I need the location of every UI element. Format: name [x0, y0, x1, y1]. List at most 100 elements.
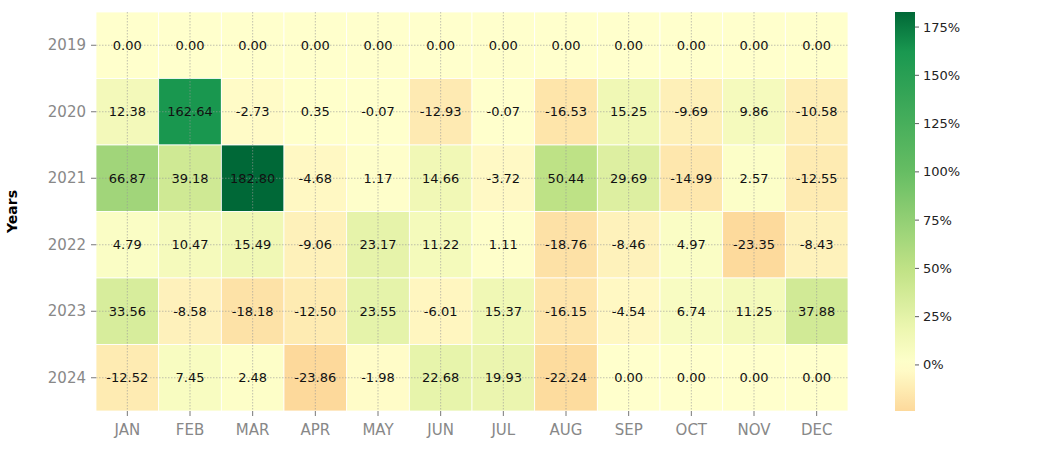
- tick: [628, 411, 629, 416]
- grid-line: [754, 12, 755, 411]
- grid-line: [96, 377, 848, 378]
- x-tick-label: FEB: [176, 421, 204, 439]
- data-label: -12.55: [796, 171, 838, 186]
- colorbar: [895, 12, 915, 411]
- data-label: -23.86: [294, 370, 336, 385]
- tick: [503, 411, 504, 416]
- data-label: 2.48: [238, 370, 267, 385]
- tick: [566, 411, 567, 416]
- data-label: 0.00: [677, 38, 706, 53]
- data-label: 7.45: [176, 370, 205, 385]
- colorbar-tick-label: 25%: [923, 309, 952, 324]
- data-label: -16.53: [545, 104, 587, 119]
- tick: [440, 411, 441, 416]
- colorbar-tick-label: 175%: [923, 20, 960, 35]
- x-tick-label: JAN: [114, 421, 141, 439]
- x-tick-label: JUN: [426, 421, 454, 439]
- data-label: 0.00: [301, 38, 330, 53]
- tick: [91, 178, 96, 179]
- grid-line: [315, 12, 316, 411]
- data-label: -23.35: [733, 237, 775, 252]
- x-tick-label: DEC: [801, 421, 833, 439]
- data-label: 0.00: [614, 38, 643, 53]
- data-label: 0.00: [802, 370, 831, 385]
- data-label: 1.17: [364, 171, 393, 186]
- tick: [91, 311, 96, 312]
- data-label: 11.25: [735, 304, 772, 319]
- x-tick-label: SEP: [615, 421, 643, 439]
- grid-line: [816, 12, 817, 411]
- y-tick-label: 2020: [48, 103, 86, 121]
- y-tick-label: 2019: [48, 36, 86, 54]
- data-label: 6.74: [677, 304, 706, 319]
- data-label: 11.22: [422, 237, 459, 252]
- data-label: -18.76: [545, 237, 587, 252]
- data-label: 162.64: [167, 104, 213, 119]
- data-label: 0.00: [238, 38, 267, 53]
- data-label: 66.87: [109, 171, 146, 186]
- x-tick-label: NOV: [737, 421, 771, 439]
- data-label: 19.93: [485, 370, 522, 385]
- data-label: -8.43: [800, 237, 834, 252]
- data-label: 0.00: [426, 38, 455, 53]
- data-label: -1.98: [361, 370, 395, 385]
- data-label: -6.01: [424, 304, 458, 319]
- colorbar-tick-label: 100%: [923, 164, 960, 179]
- data-label: 0.00: [677, 370, 706, 385]
- colorbar-tick: [915, 75, 919, 76]
- grid-line: [96, 45, 848, 46]
- data-label: -4.68: [299, 171, 333, 186]
- data-label: 15.49: [234, 237, 271, 252]
- data-label: -16.15: [545, 304, 587, 319]
- data-label: -9.69: [675, 104, 709, 119]
- data-label: 22.68: [422, 370, 459, 385]
- grid-line: [190, 12, 191, 411]
- data-label: 0.00: [176, 38, 205, 53]
- data-label: 182.80: [230, 171, 276, 186]
- chart: 0.00 0.00 0.00 0.00 0.00 0.00 0.00 0.00 0.00 0.00…: [0, 0, 1051, 455]
- tick: [91, 244, 96, 245]
- data-label: 0.00: [740, 38, 769, 53]
- data-label: -14.99: [670, 171, 712, 186]
- data-label: 0.00: [489, 38, 518, 53]
- colorbar-tick-label: 125%: [923, 116, 960, 131]
- data-label: 39.18: [171, 171, 208, 186]
- grid-line: [440, 12, 441, 411]
- y-tick-label: 2021: [48, 169, 86, 187]
- cells: [96, 12, 848, 411]
- grid: [96, 12, 848, 411]
- grid-line: [378, 12, 379, 411]
- tick: [91, 111, 96, 112]
- tick: [91, 377, 96, 378]
- grid-line: [127, 12, 128, 411]
- tick: [691, 411, 692, 416]
- colorbar-tick: [915, 268, 919, 269]
- data-label: 50.44: [547, 171, 584, 186]
- x-tick-label: OCT: [676, 421, 708, 439]
- data-label: -10.58: [796, 104, 838, 119]
- data-label: -12.52: [106, 370, 148, 385]
- grid-line: [691, 12, 692, 411]
- data-label: -4.54: [612, 304, 646, 319]
- tick: [91, 45, 96, 46]
- data-label: 4.79: [113, 237, 142, 252]
- data-label: 33.56: [109, 304, 146, 319]
- data-label: 2.57: [740, 171, 769, 186]
- colorbar-tick: [915, 316, 919, 317]
- x-tick-label: MAY: [362, 421, 394, 439]
- data-label: 23.17: [359, 237, 396, 252]
- y-tick-label: 2022: [48, 236, 86, 254]
- data-label: -0.07: [361, 104, 395, 119]
- data-label: -0.07: [487, 104, 521, 119]
- tick: [315, 411, 316, 416]
- y-tick-label: 2023: [48, 302, 86, 320]
- data-label: 10.47: [171, 237, 208, 252]
- data-label: -3.72: [487, 171, 521, 186]
- grid-line: [252, 12, 253, 411]
- x-tick-label: AUG: [550, 421, 583, 439]
- data-label: 37.88: [798, 304, 835, 319]
- data-label: 12.38: [109, 104, 146, 119]
- cell: [221, 278, 284, 345]
- data-label: 0.00: [740, 370, 769, 385]
- data-label: 0.00: [552, 38, 581, 53]
